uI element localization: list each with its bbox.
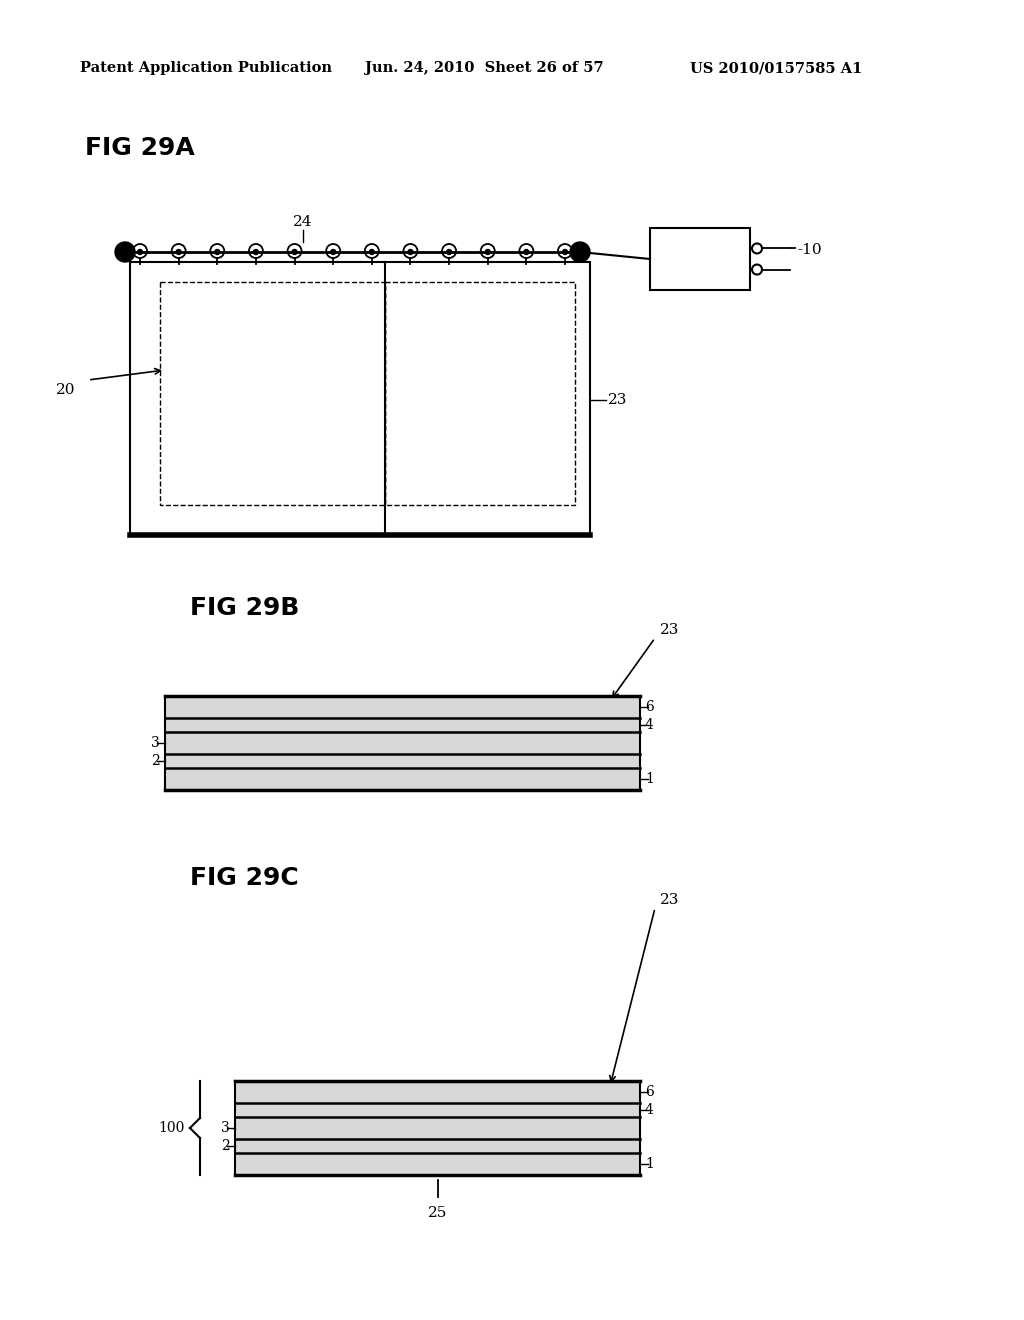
Text: 2: 2 [221,1139,230,1152]
Text: 6: 6 [645,700,653,714]
Text: Patent Application Publication: Patent Application Publication [80,61,332,75]
Text: FIG 29B: FIG 29B [190,597,299,620]
Bar [650,228,750,290]
Text: US 2010/0157585 A1: US 2010/0157585 A1 [690,61,862,75]
Text: 20: 20 [55,383,75,397]
Circle shape [137,249,142,255]
Text: 100: 100 [159,1121,185,1135]
Text: 25: 25 [428,1206,447,1220]
Circle shape [370,249,375,255]
Circle shape [176,249,181,255]
Circle shape [408,249,413,255]
Circle shape [331,249,336,255]
Bar [165,696,640,789]
Text: 24: 24 [293,215,312,228]
Text: 6: 6 [645,1085,653,1100]
Text: 23: 23 [660,623,679,638]
Text: 4: 4 [645,718,654,733]
Bar [160,282,385,506]
Text: 1: 1 [645,772,654,785]
Circle shape [292,249,297,255]
Circle shape [524,249,528,255]
Text: -10: -10 [797,243,821,257]
Circle shape [115,242,135,261]
Bar [234,1081,640,1175]
Text: 23: 23 [608,393,628,407]
Circle shape [570,242,590,261]
Bar [385,282,575,506]
Text: 2: 2 [152,754,160,768]
Text: FIG 29A: FIG 29A [85,136,195,160]
Circle shape [253,249,258,255]
Text: Jun. 24, 2010  Sheet 26 of 57: Jun. 24, 2010 Sheet 26 of 57 [365,61,603,75]
Circle shape [215,249,220,255]
Text: 3: 3 [221,1121,230,1135]
Text: FIG 29C: FIG 29C [190,866,299,890]
Text: 3: 3 [152,737,160,750]
Text: 4: 4 [645,1104,654,1117]
Circle shape [446,249,452,255]
Text: 1: 1 [645,1158,654,1171]
Circle shape [485,249,490,255]
Bar [130,261,590,535]
Circle shape [562,249,567,255]
Text: 23: 23 [660,894,679,907]
